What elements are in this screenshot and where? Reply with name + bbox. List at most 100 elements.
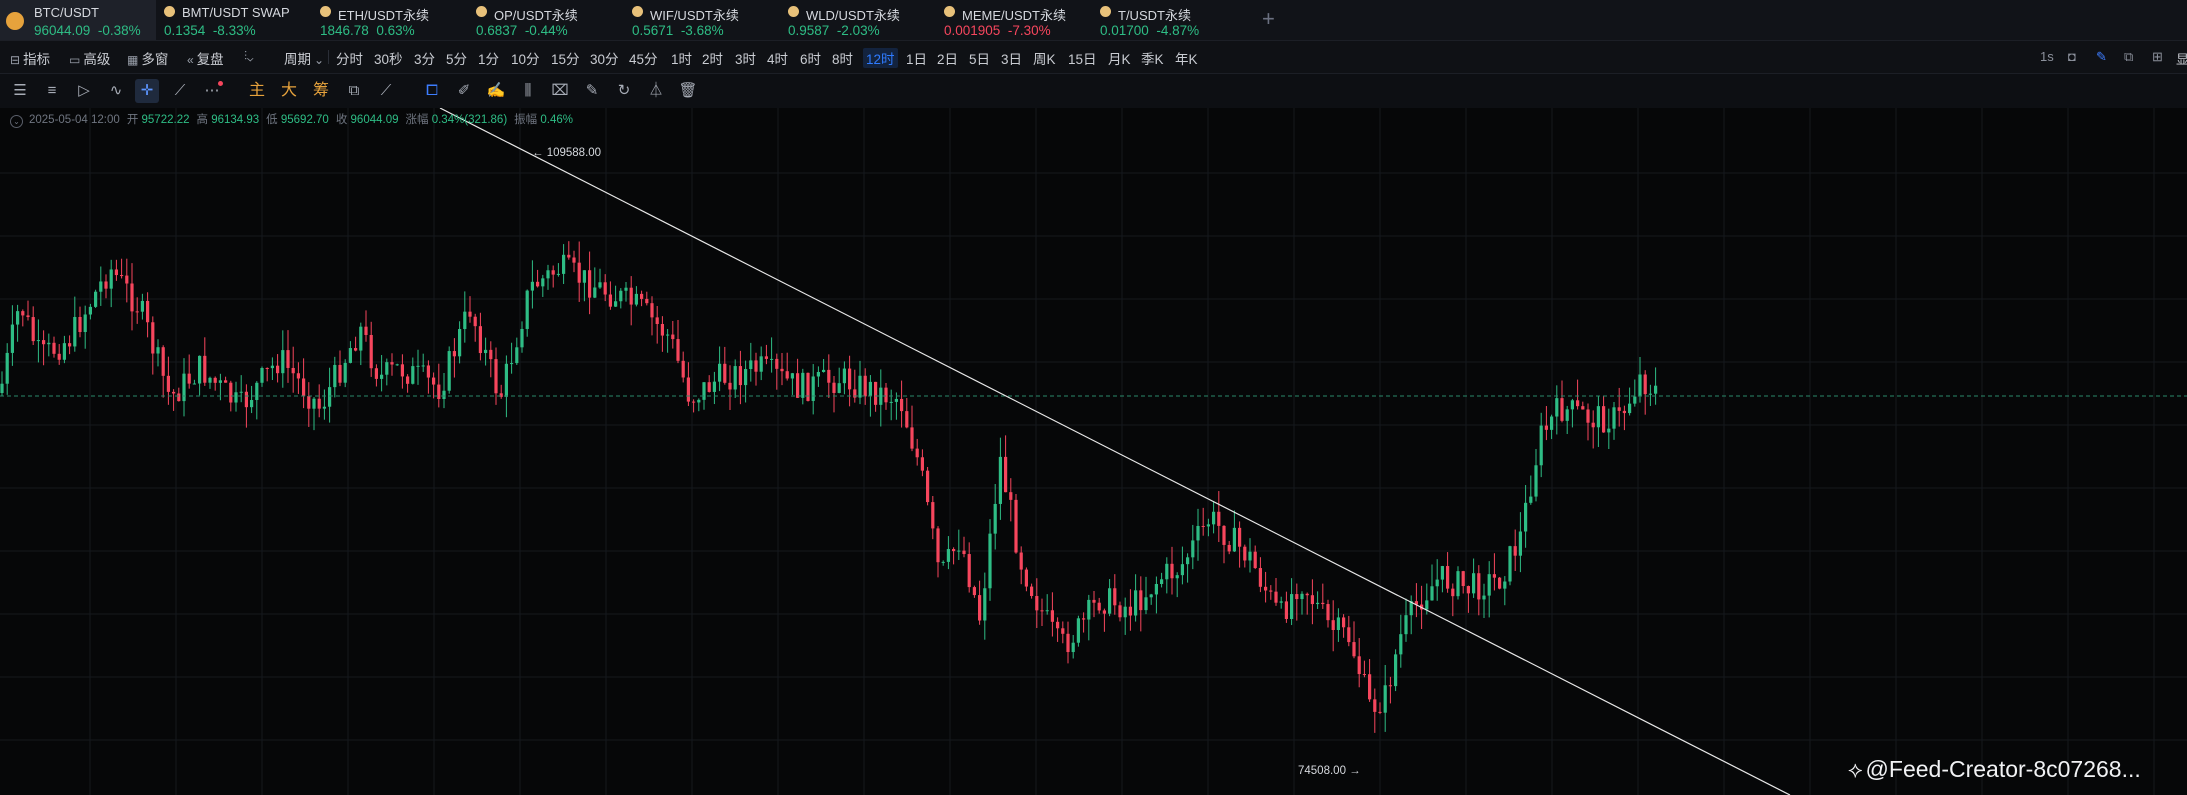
candle-body [229, 382, 233, 403]
interval-option[interactable]: 3日 [1001, 52, 1023, 67]
candle-body [374, 368, 378, 379]
tab-op-usdt[interactable]: OP/USDT永续 0.6837 -0.44% [468, 0, 624, 40]
candle-body [837, 383, 841, 393]
candle-body [1071, 642, 1075, 653]
interval-option[interactable]: 15分 [551, 52, 580, 67]
crosshair-icon[interactable]: ✛ [135, 79, 159, 103]
interval-option[interactable]: 3时 [735, 52, 757, 67]
filter-icon[interactable]: ⏃ [648, 82, 664, 99]
speed-button[interactable]: 1s [2040, 49, 2054, 64]
edit-icon[interactable]: ✎ [585, 82, 599, 99]
interval-option[interactable]: 10分 [511, 52, 540, 67]
popout-icon[interactable]: ⧉ [2124, 49, 2134, 64]
bars-icon[interactable]: ⫼ [524, 82, 532, 99]
chart-type-button[interactable]: ⫶⌄ [244, 48, 256, 64]
candle-body [1175, 575, 1179, 579]
candle-body [738, 366, 742, 386]
replay-button[interactable]: «复盘 [187, 52, 224, 67]
pencil-icon[interactable]: ✎ [2096, 49, 2107, 64]
add-tab-button[interactable]: + [1262, 6, 1275, 31]
candle-body [1061, 628, 1065, 634]
interval-option[interactable]: 年K [1175, 52, 1198, 67]
candle-body [468, 311, 472, 317]
candle-body [1430, 586, 1434, 601]
interval-option[interactable]: 分时 [336, 52, 363, 67]
candle-body [1596, 406, 1600, 428]
horizontal-lines-icon[interactable]: ≡ [47, 82, 57, 99]
tab-btc-usdt[interactable]: BTC/USDT 96044.09 -0.38% [0, 0, 156, 40]
tab-t-usdt[interactable]: T/USDT永续 0.01700 -4.87% [1092, 0, 1248, 40]
interval-option[interactable]: 6时 [800, 52, 822, 67]
advanced-button[interactable]: ▭ 高级 [69, 52, 111, 67]
candle-body [1186, 557, 1190, 565]
multi-window-button[interactable]: ▦ 多窗 [127, 52, 169, 67]
chip-distribution-button[interactable]: 筹 [312, 82, 329, 99]
main-indicator-button[interactable]: 主 [248, 82, 265, 99]
candlestick-chart[interactable] [0, 108, 2187, 795]
tab-eth-usdt[interactable]: ETH/USDT永续 1846.78 0.63% [312, 0, 468, 40]
candle-body [1440, 566, 1444, 580]
tab-wif-usdt[interactable]: WIF/USDT永续 0.5671 -3.68% [624, 0, 780, 40]
candle-body [1040, 610, 1044, 612]
candle-body [1019, 552, 1023, 570]
more-label[interactable]: 显 [2176, 52, 2187, 67]
period-dropdown[interactable]: 周期 ⌄ [284, 52, 325, 67]
candle-body [120, 275, 124, 277]
draw-icon[interactable]: ✍ [486, 82, 506, 99]
interval-option[interactable]: 月K [1108, 52, 1131, 67]
interval-option[interactable]: 30分 [590, 52, 619, 67]
menu-icon[interactable]: ☰ [13, 82, 27, 99]
ohlc-info-line: ⌄ 2025-05-04 12:00 开 95722.22 高 96134.93 低 9… [10, 111, 580, 128]
candle-body [1310, 595, 1314, 605]
trendline-icon[interactable]: ⟋ [174, 82, 186, 99]
settings-icon[interactable]: ⊞ [2152, 49, 2163, 64]
interval-option[interactable]: 季K [1141, 52, 1164, 67]
candlestick-icon: ⫶⌄ [244, 49, 254, 63]
delete-box-icon[interactable]: ⌧ [551, 82, 569, 99]
candle-body [73, 316, 77, 347]
candle-body [5, 352, 9, 384]
interval-option[interactable]: 30秒 [374, 52, 403, 67]
indicators-button[interactable]: ⊟ 指标 [10, 52, 51, 67]
interval-option[interactable]: 2时 [702, 52, 724, 67]
trash-icon[interactable]: 🗑 [678, 82, 698, 99]
candle-body [614, 301, 618, 307]
interval-option[interactable]: 1时 [671, 52, 693, 67]
candle-body [926, 470, 930, 503]
layers-icon[interactable]: ⧠ [425, 82, 438, 99]
candle-body [10, 324, 14, 353]
more-icon[interactable]: ⋯ [200, 79, 224, 103]
ruler-icon[interactable]: ⟋ [380, 82, 392, 99]
interval-option[interactable]: 45分 [629, 52, 658, 67]
interval-option[interactable]: 1分 [478, 52, 500, 67]
large-order-button[interactable]: 大 [280, 82, 297, 99]
interval-option[interactable]: 周K [1033, 52, 1056, 67]
candle-body [775, 358, 779, 369]
collapse-toggle-icon[interactable]: ⌄ [10, 115, 23, 128]
tab-meme-usdt[interactable]: MEME/USDT永续 0.001905 -7.30% [936, 0, 1092, 40]
interval-option-active[interactable]: 12时 [863, 48, 898, 68]
coin-icon [944, 6, 955, 17]
candle-body [1232, 527, 1236, 552]
brush-icon[interactable]: ✐ [457, 82, 471, 99]
camera-icon[interactable]: ◘ [2068, 49, 2076, 64]
interval-option[interactable]: 8时 [832, 52, 854, 67]
interval-option[interactable]: 5日 [969, 52, 991, 67]
compare-icon[interactable]: ⧉ [348, 82, 360, 99]
sync-icon[interactable]: ↻ [617, 82, 631, 99]
interval-option[interactable]: 1日 [906, 52, 928, 67]
candle-body [380, 374, 384, 379]
interval-option[interactable]: 3分 [414, 52, 436, 67]
candle-body [265, 367, 269, 369]
wave-icon[interactable]: ∿ [109, 82, 123, 99]
candle-body [1550, 416, 1554, 430]
interval-option[interactable]: 5分 [446, 52, 468, 67]
coin-icon [476, 6, 487, 17]
interval-option[interactable]: 2日 [937, 52, 959, 67]
interval-option[interactable]: 15日 [1068, 52, 1097, 67]
candle-body [655, 317, 659, 325]
tab-wld-usdt[interactable]: WLD/USDT永续 0.9587 -2.03% [780, 0, 936, 40]
tab-bmt-usdt-swap[interactable]: BMT/USDT SWAP 0.1354 -8.33% [156, 0, 312, 40]
play-icon[interactable]: ▷ [78, 82, 90, 99]
interval-option[interactable]: 4时 [767, 52, 789, 67]
